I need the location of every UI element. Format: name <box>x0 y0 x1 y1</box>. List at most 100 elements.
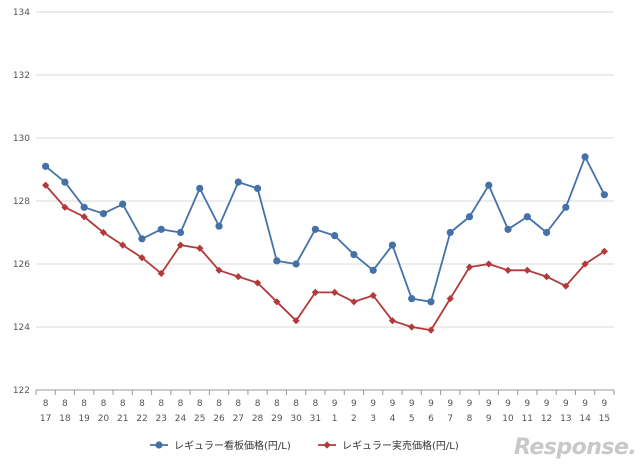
response-watermark-logo: Response. <box>514 435 637 460</box>
series-1-point <box>446 228 454 237</box>
x-tick-label-day: 1 <box>332 414 338 424</box>
x-tick-label-month: 8 <box>197 399 203 409</box>
series-1-point <box>562 203 570 211</box>
x-tick-label-day: 15 <box>599 414 610 424</box>
x-axis: 8178188198208218228238248258268278288298… <box>35 390 615 424</box>
series-2-point <box>138 254 146 262</box>
x-tick-label-day: 5 <box>409 414 415 424</box>
y-tick-label: 124 <box>13 323 30 333</box>
series-1-point <box>42 162 50 170</box>
series-2-point <box>427 326 435 334</box>
series-2-point <box>157 269 165 278</box>
series-1-line <box>45 155 606 303</box>
series-1-point <box>350 250 358 259</box>
x-tick-label-month: 9 <box>370 399 376 409</box>
series-1-point <box>581 153 589 161</box>
x-tick-label-month: 8 <box>139 399 145 409</box>
y-axis: 122 124 126 128 130 132 134 <box>13 8 30 396</box>
series-1-point <box>408 295 416 303</box>
series-1 <box>42 153 608 306</box>
x-tick-label-day: 19 <box>78 414 90 424</box>
series-2-point <box>215 266 223 274</box>
y-tick-label: 130 <box>13 134 30 144</box>
x-tick-label-month: 8 <box>178 399 184 409</box>
x-tick-label-month: 8 <box>293 399 299 409</box>
series-2-point <box>176 241 185 249</box>
series-1-point <box>427 298 435 306</box>
legend-marker-1 <box>155 441 163 449</box>
x-tick-label-day: 14 <box>579 414 591 424</box>
x-tick-label-day: 31 <box>310 414 321 424</box>
x-tick-label-month: 8 <box>120 399 126 409</box>
series-group <box>42 153 608 334</box>
x-tick-label-day: 7 <box>447 414 453 424</box>
x-tick-label-month: 8 <box>158 399 164 409</box>
x-tick-label-day: 20 <box>98 414 110 424</box>
y-tick-label: 134 <box>13 8 30 18</box>
series-2-point <box>42 181 50 189</box>
series-2-point <box>465 263 474 271</box>
series-1-point <box>331 232 339 240</box>
series-2-point <box>234 273 242 281</box>
x-tick-label-day: 6 <box>428 414 434 424</box>
x-tick-label-month: 9 <box>409 399 415 409</box>
x-tick-label-day: 25 <box>194 414 205 424</box>
x-tick-label-month: 8 <box>255 399 261 409</box>
x-tick-label-month: 8 <box>216 399 222 409</box>
series-2-point <box>600 247 608 255</box>
series-1-point <box>215 222 223 230</box>
series-1-point <box>157 225 165 233</box>
series-1-point <box>600 191 608 199</box>
x-tick-label-day: 30 <box>290 414 302 424</box>
x-tick-label-day: 26 <box>213 414 225 424</box>
series-1-point <box>176 228 185 237</box>
x-tick-label-month: 9 <box>447 399 453 409</box>
series-2-point <box>446 295 454 303</box>
series-2-point <box>485 260 493 268</box>
x-tick-label-month: 9 <box>601 399 607 409</box>
series-1-point <box>234 178 242 186</box>
x-tick-label-day: 11 <box>522 414 533 424</box>
series-2-point <box>331 288 339 296</box>
gridlines <box>36 11 614 391</box>
series-1-point <box>80 203 88 211</box>
x-tick-label-day: 2 <box>351 414 357 424</box>
x-tick-label-day: 12 <box>541 414 552 424</box>
x-tick-label-day: 9 <box>486 414 492 424</box>
series-1-point <box>292 260 300 268</box>
x-tick-label-month: 8 <box>312 399 318 409</box>
series-2-point <box>581 260 589 268</box>
watermark-text: Response. <box>514 435 636 460</box>
series-2-point <box>311 288 319 296</box>
series-1-point <box>311 225 319 233</box>
legend-marker-2 <box>323 441 331 449</box>
series-2-line <box>44 184 605 332</box>
series-1-point <box>369 266 377 274</box>
series-2-point <box>253 279 262 287</box>
series-1-point <box>504 225 512 233</box>
legend: レギュラー看板価格(円/L) レギュラー実売価格(円/L) <box>150 439 459 452</box>
legend-label-2: レギュラー実売価格(円/L) <box>342 439 459 452</box>
series-2-point <box>196 244 204 252</box>
x-tick-label-day: 23 <box>156 414 167 424</box>
series-2-point <box>292 317 300 325</box>
series-2-point <box>80 213 88 221</box>
x-tick-label-month: 9 <box>428 399 434 409</box>
x-tick-label-month: 9 <box>332 399 338 409</box>
x-tick-label-day: 27 <box>233 414 244 424</box>
series-1-point <box>542 228 551 237</box>
x-tick-label-month: 9 <box>563 399 569 409</box>
series-1-point <box>99 210 108 218</box>
series-2-point <box>408 323 416 331</box>
x-tick-label-month: 8 <box>81 399 87 409</box>
x-tick-label-month: 9 <box>351 399 357 409</box>
x-tick-label-day: 21 <box>117 414 128 424</box>
x-tick-label-month: 8 <box>274 399 280 409</box>
series-1-point <box>273 257 281 265</box>
series-1-point <box>485 181 493 189</box>
x-tick-label-day: 22 <box>136 414 147 424</box>
series-2-point <box>99 228 108 237</box>
x-tick-label-day: 29 <box>271 414 283 424</box>
series-2-point <box>273 298 281 306</box>
